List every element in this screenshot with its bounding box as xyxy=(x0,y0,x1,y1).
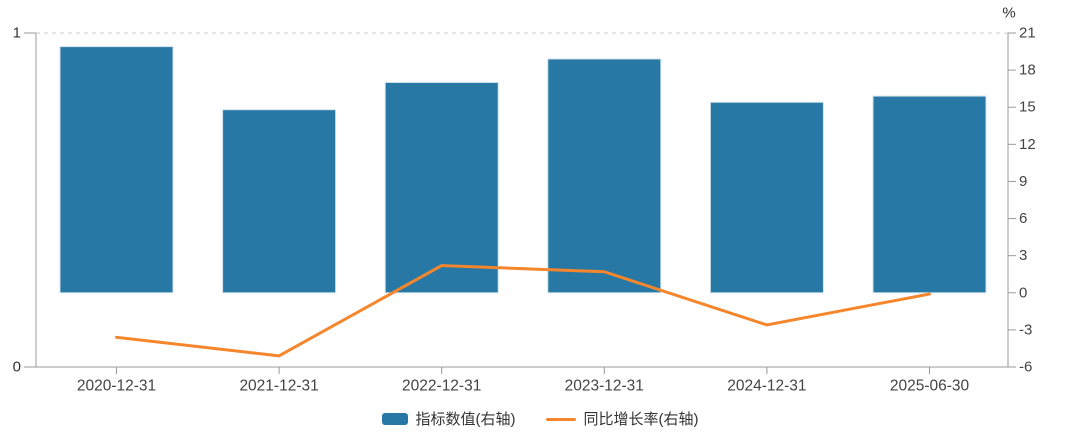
right-axis-tick-label: 9 xyxy=(1019,173,1027,190)
x-axis-tick-label: 2025-06-30 xyxy=(890,378,970,395)
x-axis-tick-label: 2022-12-31 xyxy=(402,378,481,395)
legend: 指标数值(右轴) 同比增长率(右轴) xyxy=(0,404,1080,434)
yoy-growth-line[interactable] xyxy=(115,264,931,358)
right-axis-tick-label: 15 xyxy=(1019,99,1036,116)
right-axis-tick-label: -6 xyxy=(1019,359,1032,376)
left-axis-tick-label: 1 xyxy=(13,25,21,42)
right-axis-unit-label: % xyxy=(1002,5,1015,22)
right-axis-tick-label: 0 xyxy=(1019,284,1027,301)
left-axis-tick-label: 0 xyxy=(13,359,21,376)
x-axis-tick-label: 2020-12-31 xyxy=(77,378,156,395)
x-axis-tick-label: 2021-12-31 xyxy=(239,378,318,395)
legend-label-yoy-growth: 同比增长率(右轴) xyxy=(583,410,699,428)
right-axis-tick-label: 21 xyxy=(1019,25,1036,42)
right-axis-tick-label: 6 xyxy=(1019,210,1027,227)
bar-2025-06-30[interactable] xyxy=(872,95,987,294)
x-axis-tick-label: 2024-12-31 xyxy=(727,378,806,395)
bar-2021-12-31[interactable] xyxy=(222,109,337,294)
right-axis-tick-label: -3 xyxy=(1019,321,1032,338)
bar-2020-12-31[interactable] xyxy=(59,46,174,294)
bar-2022-12-31[interactable] xyxy=(384,81,499,294)
bar-2023-12-31[interactable] xyxy=(547,58,662,294)
x-axis-tick-label: 2023-12-31 xyxy=(565,378,644,395)
bar-series-swatch-icon xyxy=(381,413,408,425)
legend-label-indicator-value: 指标数值(右轴) xyxy=(415,410,516,428)
line-series-swatch-icon xyxy=(545,417,576,421)
legend-item-indicator-value[interactable]: 指标数值(右轴) xyxy=(381,410,516,428)
right-axis-tick-label: 12 xyxy=(1019,136,1036,153)
right-axis-tick-label: 3 xyxy=(1019,247,1027,264)
legend-item-yoy-growth[interactable]: 同比增长率(右轴) xyxy=(545,410,699,428)
right-axis-tick-label: 18 xyxy=(1019,62,1036,79)
bar-2024-12-31[interactable] xyxy=(709,101,824,294)
